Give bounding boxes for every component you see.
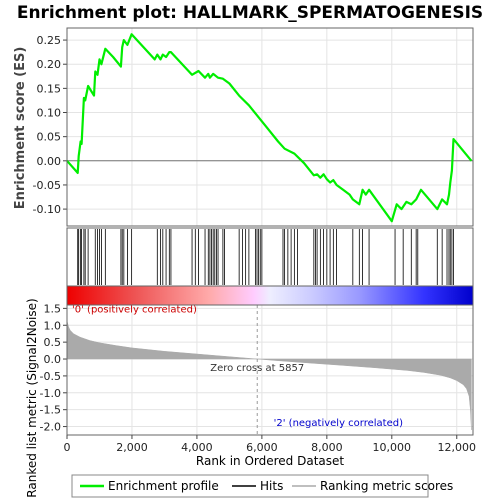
legend-label: Enrichment profile — [108, 479, 219, 493]
legend-label: Hits — [260, 479, 283, 493]
legend: Enrichment profile Hits Ranking metric sco… — [71, 474, 453, 498]
es-panel: -0.10 -0.05 0.00 0.05 0.10 0.15 0.20 0.25 — [33, 27, 474, 227]
rank-color-band — [66, 285, 474, 306]
es-axis-title: Enrichment score (ES) — [13, 47, 28, 210]
x-tick-label: 6,000 — [246, 441, 278, 454]
es-frame — [66, 27, 474, 227]
x-tick-label: 0 — [64, 441, 71, 454]
metric-frame — [66, 304, 474, 436]
hits-panel — [66, 227, 474, 287]
x-tick-label: 4,000 — [181, 441, 213, 454]
es-y-tick-label: 0.20 — [37, 58, 62, 71]
enrichment-profile-line — [66, 33, 473, 223]
metric-y-tick-label: -1.0 — [40, 387, 61, 400]
x-axis-title: Rank in Ordered Dataset — [196, 454, 344, 468]
chart-title: Enrichment plot: HALLMARK_SPERMATOGENESI… — [17, 3, 483, 23]
es-y-tick-label: 0.05 — [37, 131, 62, 144]
metric-y-tick-label: -1.5 — [40, 404, 61, 417]
metric-y-tick-label: 0.0 — [44, 353, 62, 366]
x-axis: 0 2,000 4,000 6,000 8,000 10,000 12,000 — [64, 435, 477, 454]
es-y-tick-label: 0.15 — [37, 82, 62, 95]
metric-y-tick-label: -0.5 — [40, 370, 61, 383]
metric-axis-title: Ranked list metric (Signal2Noise) — [25, 298, 39, 497]
es-plot-area — [67, 28, 473, 226]
legend-label: Ranking metric scores — [320, 479, 453, 493]
es-y-tick-label: 0.00 — [37, 155, 62, 168]
positive-correlation-label: '0' (positively correlated) — [72, 304, 197, 315]
es-y-tick-label: 0.25 — [37, 34, 62, 47]
metric-panel: -2.0 -1.5 -1.0 -0.5 0.0 0.5 1.0 1.5 Zero cross a… — [40, 302, 474, 436]
metric-y-tick-label: -2.0 — [40, 421, 61, 434]
es-y-tick-label: -0.10 — [33, 203, 61, 216]
metric-y-tick-label: 0.5 — [44, 336, 62, 349]
negative-correlation-label: '2' (negatively correlated) — [274, 418, 403, 429]
x-tick-label: 10,000 — [373, 441, 412, 454]
x-tick-label: 12,000 — [438, 441, 477, 454]
metric-y-tick-label: 1.0 — [44, 319, 62, 332]
es-y-tick-label: 0.10 — [37, 107, 62, 120]
x-tick-label: 2,000 — [116, 441, 148, 454]
hits-frame — [66, 227, 474, 287]
rank-band-rect — [66, 285, 474, 306]
metric-y-tick-label: 1.5 — [44, 302, 62, 315]
x-tick-label: 8,000 — [311, 441, 343, 454]
zero-cross-label: Zero cross at 5857 — [210, 363, 304, 374]
es-y-tick-label: -0.05 — [33, 179, 61, 192]
ranking-metric-area — [66, 308, 472, 430]
